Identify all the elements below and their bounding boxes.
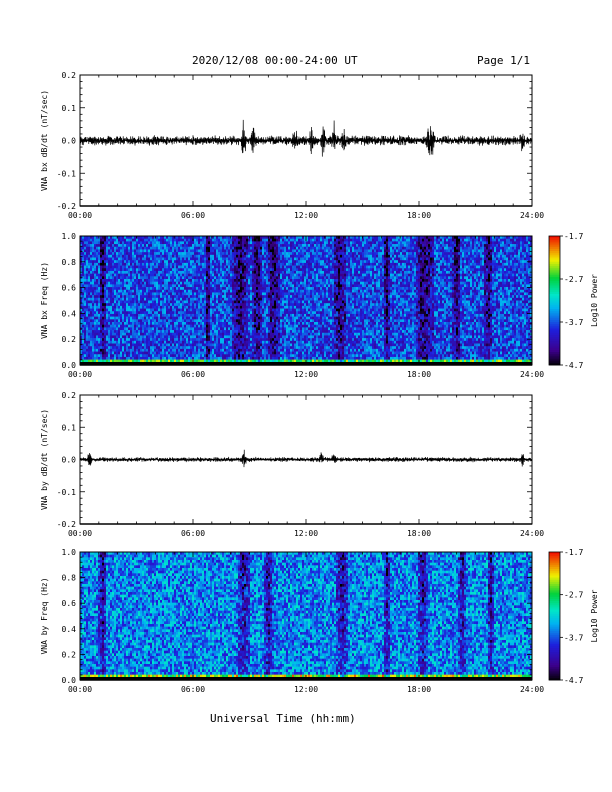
x-tick-label: 00:00 <box>68 685 92 694</box>
x-tick-label: 24:00 <box>520 685 544 694</box>
spectrogram-cells <box>80 236 533 366</box>
y-tick-label: 0.6 <box>62 599 77 608</box>
spectrogram-panel: -1.7 -2.7 -3.7 -4.7 Log10 Power 1.0 0.8 0.6 0.4 0… <box>40 548 599 694</box>
x-tick-label: 06:00 <box>181 211 205 220</box>
colorbar-tick-label: -3.7 <box>564 318 583 327</box>
y-tick-label: 0.8 <box>62 574 77 583</box>
waveform-panel: 0.2 0.1 0.0 -0.1 -0.200:00 06:00 12:00 18:00 24:… <box>40 71 544 220</box>
y-tick-label: 0.4 <box>62 625 77 634</box>
y-axis-label: VNA by Freq (Hz) <box>40 577 49 654</box>
x-tick-label: 00:00 <box>68 211 92 220</box>
y-tick-label: 0.0 <box>62 676 77 685</box>
series-line <box>79 449 533 468</box>
spectrogram-cells <box>80 552 533 681</box>
y-tick-label: 0.2 <box>62 71 77 80</box>
y-tick-label: 1.0 <box>62 548 77 557</box>
colorbar-tick-label: -4.7 <box>564 676 583 685</box>
y-axis-label: VNA bx Freq (Hz) <box>40 262 49 339</box>
colorbar-tick-label: -3.7 <box>564 633 583 642</box>
y-tick-label: 0.0 <box>62 361 77 370</box>
x-tick-label: 00:00 <box>68 370 92 379</box>
x-tick-label: 24:00 <box>520 529 544 538</box>
colorbar-tick-label: -1.7 <box>564 548 583 557</box>
y-tick-label: 0.1 <box>62 423 77 432</box>
colorbar: -1.7 -2.7 -3.7 -4.7 Log10 Power <box>548 548 599 685</box>
colorbar-label: Log10 Power <box>590 274 599 327</box>
y-axis-label: VNA bx dB/dt (nT/sec) <box>40 90 49 191</box>
colorbar-tick-label: -1.7 <box>564 232 583 241</box>
y-tick-label: 0.1 <box>62 104 77 113</box>
x-tick-label: 00:00 <box>68 529 92 538</box>
x-tick-label: 12:00 <box>294 685 318 694</box>
colorbar-tick-label: -4.7 <box>564 361 583 370</box>
y-tick-label: 1.0 <box>62 232 77 241</box>
waveform-panel: 0.2 0.1 0.0 -0.1 -0.200:00 06:00 12:00 18:00 24:… <box>40 391 544 538</box>
y-tick-label: -0.1 <box>57 169 76 178</box>
x-tick-label: 06:00 <box>181 685 205 694</box>
x-tick-label: 06:00 <box>181 529 205 538</box>
spectrogram-panel: -1.7 -2.7 -3.7 -4.7 Log10 Power 1.0 0.8 0.6 0.4 0… <box>40 232 599 379</box>
x-axis-title: Universal Time (hh:mm) <box>210 712 356 725</box>
y-tick-label: 0.2 <box>62 650 77 659</box>
x-tick-label: 12:00 <box>294 370 318 379</box>
y-tick-label: 0.2 <box>62 391 77 400</box>
x-tick-label: 18:00 <box>407 370 431 379</box>
x-tick-label: 18:00 <box>407 529 431 538</box>
header-date-range: 2020/12/08 00:00-24:00 UT <box>192 54 358 67</box>
x-tick-label: 24:00 <box>520 211 544 220</box>
y-axis-label: VNA by dB/dt (nT/sec) <box>40 409 49 510</box>
series-line <box>79 119 533 157</box>
y-tick-label: 0.6 <box>62 284 77 293</box>
colorbar: -1.7 -2.7 -3.7 -4.7 Log10 Power <box>548 232 599 370</box>
y-tick-label: 0.4 <box>62 309 77 318</box>
x-tick-label: 18:00 <box>407 211 431 220</box>
colorbar-tick-label: -2.7 <box>564 275 583 284</box>
header-page-number: Page 1/1 <box>477 54 530 67</box>
x-tick-label: 12:00 <box>294 529 318 538</box>
y-tick-label: -0.2 <box>57 202 76 211</box>
x-tick-label: 06:00 <box>181 370 205 379</box>
x-tick-label: 18:00 <box>407 685 431 694</box>
y-tick-label: -0.2 <box>57 520 76 529</box>
x-tick-label: 24:00 <box>520 370 544 379</box>
colorbar-tick-label: -2.7 <box>564 591 583 600</box>
colorbar-label: Log10 Power <box>590 589 599 642</box>
y-tick-label: 0.2 <box>62 335 77 344</box>
x-tick-label: 12:00 <box>294 211 318 220</box>
y-tick-label: 0.8 <box>62 258 77 267</box>
y-tick-label: 0.0 <box>62 456 77 465</box>
y-tick-label: 0.0 <box>62 137 77 146</box>
y-tick-label: -0.1 <box>57 488 76 497</box>
